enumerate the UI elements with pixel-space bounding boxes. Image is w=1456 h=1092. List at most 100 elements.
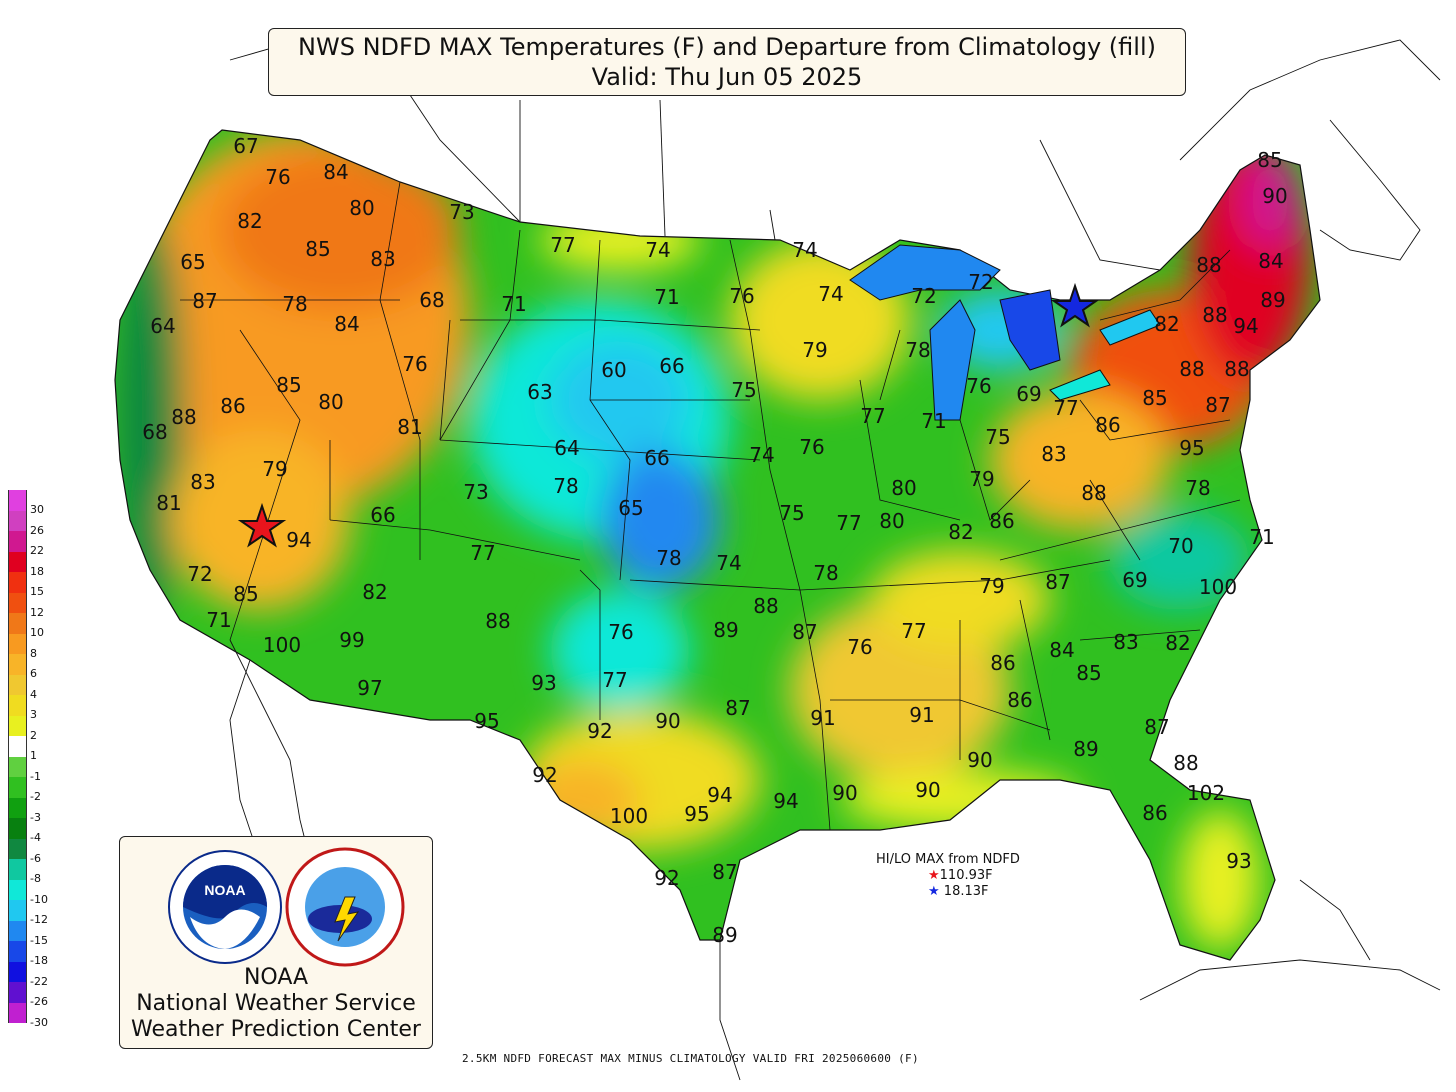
temperature-label: 74 xyxy=(749,443,774,467)
temperature-label: 86 xyxy=(990,651,1015,675)
valid-date: Valid: Thu Jun 05 2025 xyxy=(591,63,863,91)
legend-label: 15 xyxy=(30,585,44,598)
legend-label: 10 xyxy=(30,626,44,639)
temperature-label: 82 xyxy=(1165,631,1190,655)
temperature-label: 77 xyxy=(550,233,575,257)
temperature-label: 85 xyxy=(1076,661,1101,685)
temperature-label: 80 xyxy=(891,476,916,500)
legend-label: -22 xyxy=(30,974,48,988)
temperature-label: 88 xyxy=(1081,481,1106,505)
temperature-label: 72 xyxy=(911,284,936,308)
temperature-label: 90 xyxy=(967,748,992,772)
temperature-label: 90 xyxy=(915,778,940,802)
legend-label: 22 xyxy=(30,544,44,557)
temperature-label: 100 xyxy=(610,804,648,828)
temperature-label: 88 xyxy=(485,609,510,633)
temperature-label: 76 xyxy=(847,635,872,659)
legend-swatch xyxy=(8,592,27,613)
temperature-label: 71 xyxy=(921,409,946,433)
temperature-label: 73 xyxy=(449,200,474,224)
temperature-label: 81 xyxy=(397,415,422,439)
legend-label: 1 xyxy=(30,749,37,762)
temperature-label: 92 xyxy=(587,719,612,743)
temperature-label: 77 xyxy=(901,619,926,643)
legend-swatch xyxy=(8,920,27,941)
temperature-label: 88 xyxy=(753,594,778,618)
legend-swatch xyxy=(8,654,27,675)
legend-swatch xyxy=(8,613,27,634)
hilo-heading: HI/LO MAX from NDFD xyxy=(876,852,1020,867)
legend-label: -30 xyxy=(30,1015,48,1029)
temperature-label: 85 xyxy=(233,582,258,606)
temperature-label: 71 xyxy=(1249,525,1274,549)
temperature-label: 78 xyxy=(656,546,681,570)
temperature-label: 77 xyxy=(836,511,861,535)
hi-star-small-icon: ★ xyxy=(928,868,940,883)
temperature-label: 83 xyxy=(1113,630,1138,654)
legend-swatch xyxy=(8,859,27,880)
temperature-label: 74 xyxy=(645,238,670,262)
great-lakes xyxy=(849,244,1161,421)
legend-label: -15 xyxy=(30,933,48,947)
legend-label: -8 xyxy=(30,872,41,885)
temperature-label: 84 xyxy=(1049,638,1074,662)
legend-swatch xyxy=(8,777,27,798)
legend-swatch xyxy=(8,510,27,531)
temperature-label: 80 xyxy=(349,196,374,220)
temperature-label: 69 xyxy=(1016,382,1041,406)
temperature-label: 93 xyxy=(531,671,556,695)
legend-swatch xyxy=(8,818,27,839)
temperature-label: 92 xyxy=(654,866,679,890)
temperature-label: 79 xyxy=(802,338,827,362)
legend-swatch xyxy=(8,633,27,654)
temperature-label: 75 xyxy=(985,425,1010,449)
hi-star-icon xyxy=(237,502,287,548)
temperature-label: 85 xyxy=(1142,386,1167,410)
legend-swatch xyxy=(8,1002,27,1023)
legend-label: 30 xyxy=(30,503,44,516)
temperature-label: 86 xyxy=(989,509,1014,533)
state-boundaries xyxy=(180,181,1241,831)
temperature-label: 95 xyxy=(684,802,709,826)
legend-swatch xyxy=(8,695,27,716)
temperature-label: 76 xyxy=(799,435,824,459)
temperature-label: 71 xyxy=(206,608,231,632)
legend-label: -1 xyxy=(30,769,41,783)
hilo-lo-value: 18.13F xyxy=(943,884,989,899)
temperature-label: 78 xyxy=(282,292,307,316)
temperature-label: 88 xyxy=(1224,357,1249,381)
temperature-label: 94 xyxy=(773,789,798,813)
temperature-label: 63 xyxy=(527,380,552,404)
temperature-label: 78 xyxy=(1185,476,1210,500)
map-title: NWS NDFD MAX Temperatures (F) and Depart… xyxy=(298,33,1156,61)
temperature-label: 70 xyxy=(1168,534,1193,558)
temperature-label: 77 xyxy=(470,541,495,565)
temperature-label: 87 xyxy=(1144,715,1169,739)
temperature-label: 82 xyxy=(1154,312,1179,336)
logo-noaa: NOAA xyxy=(243,965,309,990)
temperature-label: 64 xyxy=(554,436,579,460)
hilo-hi-row: ★110.93F xyxy=(876,868,1020,884)
temperature-label: 91 xyxy=(810,706,835,730)
logo-nws: National Weather Service xyxy=(136,991,416,1016)
temperature-label: 87 xyxy=(1045,570,1070,594)
lo-star-icon xyxy=(1050,282,1100,328)
temperature-label: 95 xyxy=(1179,436,1204,460)
legend-label: -26 xyxy=(30,995,48,1008)
temperature-label: 82 xyxy=(362,580,387,604)
legend-label: 26 xyxy=(30,523,44,537)
temperature-label: 77 xyxy=(860,404,885,428)
color-legend: 30 26 22 18 15 12 10 8 6 4 3 2 1 -1 -2 -3 -4 -6 -8 -10 -12 -1… xyxy=(6,490,66,1040)
noaa-logo-icon: NOAA xyxy=(168,850,282,964)
temperature-label: 74 xyxy=(716,551,741,575)
legend-label: 4 xyxy=(30,687,37,701)
temperature-label: 89 xyxy=(712,923,737,947)
temperature-label: 77 xyxy=(602,668,627,692)
temperature-label: 86 xyxy=(220,394,245,418)
temperature-label: 87 xyxy=(792,620,817,644)
legend-label: 3 xyxy=(30,708,37,721)
temperature-label: 90 xyxy=(832,781,857,805)
temperature-label: 76 xyxy=(729,284,754,308)
temperature-label: 78 xyxy=(813,561,838,585)
